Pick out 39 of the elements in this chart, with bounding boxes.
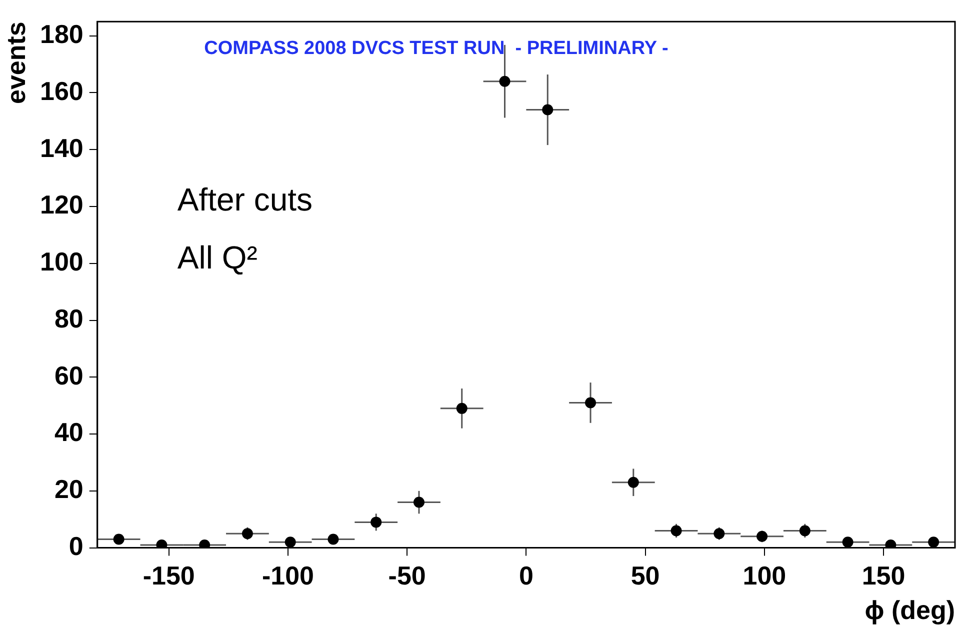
point (670, 525, 682, 536)
x-tick-label: 100 (742, 560, 786, 591)
x-tick-label: 150 (862, 560, 906, 591)
x-tick-label: -100 (262, 560, 314, 591)
y-tick-label: 40 (54, 417, 84, 448)
y-axis-title: events (1, 22, 32, 104)
annotation: All Q² (177, 239, 258, 276)
point (542, 104, 554, 116)
point (113, 534, 124, 545)
point (328, 534, 339, 545)
x-axis-title: ϕ (deg) (864, 595, 955, 625)
y-tick-label: 100 (40, 246, 84, 277)
annotation: After cuts (177, 181, 313, 218)
point (714, 528, 725, 540)
x-tick-label: 0 (518, 560, 534, 591)
point (756, 530, 768, 542)
point (799, 525, 810, 536)
point (413, 496, 424, 508)
x-tick-label: -50 (388, 560, 426, 591)
point (242, 528, 253, 540)
x-tick-label: 50 (630, 560, 660, 591)
text: COMPASS 2008 DVCS TEST RUN - PRELIMINARY - (204, 38, 668, 59)
y-tick-label: 140 (40, 132, 84, 163)
y-tick-label: 180 (40, 18, 84, 49)
point (928, 536, 940, 548)
y-tick-label: 20 (54, 474, 84, 504)
point (585, 397, 596, 408)
y-tick-label: 80 (54, 303, 84, 334)
y-tick-label: 160 (40, 76, 84, 106)
point (499, 76, 510, 87)
y-tick-label: 60 (54, 360, 84, 390)
point (370, 516, 382, 528)
point (284, 536, 296, 548)
point (842, 536, 854, 548)
point (456, 402, 468, 414)
y-tick-label: 0 (68, 530, 84, 561)
y-tick-label: 120 (40, 190, 84, 220)
x-tick-label: -150 (142, 560, 195, 591)
point (628, 476, 639, 488)
